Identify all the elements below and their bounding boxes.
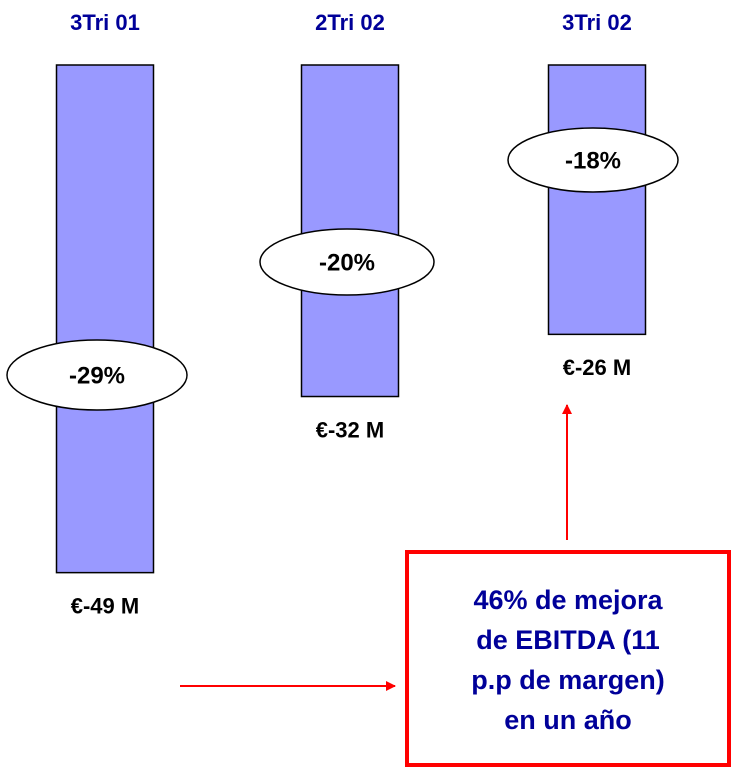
annotation-line: 46% de mejora xyxy=(473,585,663,615)
value-label: €-49 M xyxy=(71,593,139,618)
margin-label: -20% xyxy=(319,249,375,276)
margin-label: -29% xyxy=(69,362,125,389)
bar xyxy=(547,64,647,336)
category-label: 2Tri 02 xyxy=(315,10,385,35)
value-label: €-32 M xyxy=(316,417,384,442)
margin-ellipse xyxy=(6,339,188,411)
margin-ellipse xyxy=(507,127,679,193)
margin-label: -18% xyxy=(565,147,621,174)
annotation-line: p.p de margen) xyxy=(471,665,665,695)
annotation-box xyxy=(405,550,731,767)
margin-ellipse xyxy=(259,228,435,296)
annotation-line: de EBITDA (11 xyxy=(476,625,660,655)
category-label: 3Tri 02 xyxy=(562,10,632,35)
category-label: 3Tri 01 xyxy=(70,10,140,35)
bar xyxy=(55,64,155,574)
annotation-line: en un año xyxy=(504,705,632,735)
value-label: €-26 M xyxy=(563,355,631,380)
